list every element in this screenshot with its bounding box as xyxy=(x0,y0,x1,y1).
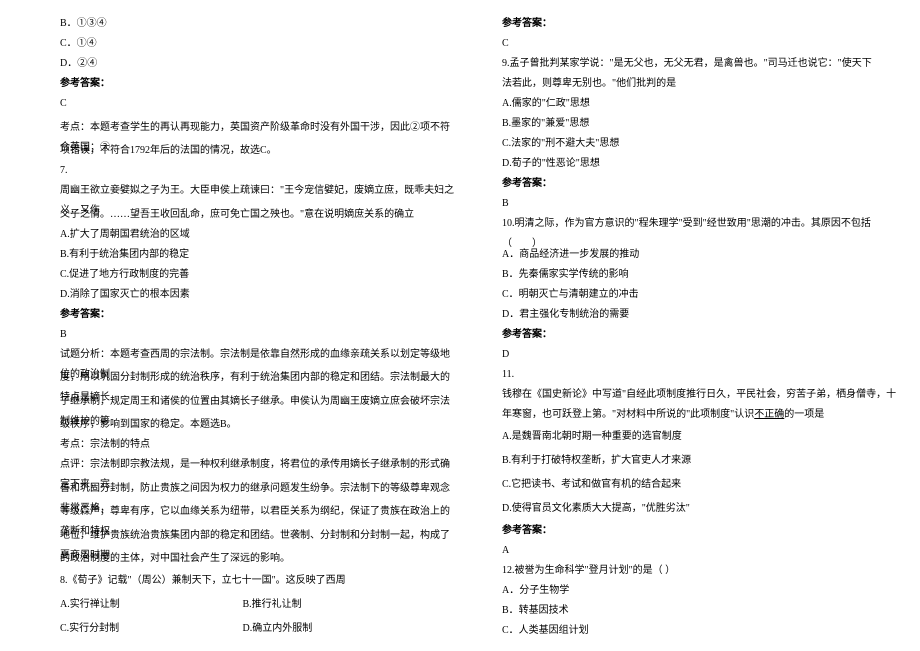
option-c: C.促进了地方行政制度的完善 xyxy=(60,265,456,285)
option-a: A.实行禅让制 xyxy=(60,593,240,617)
explanation-line: 度，用以巩固分封制形成的统治秩序，有利于统治集团内部的稳定和团结。宗法制最大的特… xyxy=(60,368,456,392)
question-number: 11. xyxy=(502,365,898,385)
left-column: B．①③④ C．①④ D．②④ 参考答案： C 考点：本题考查学生的再认再现能力… xyxy=(60,14,484,641)
option-b: B.有利于打破特权垄断，扩大官吏人才来源 xyxy=(502,449,898,473)
explanation-line: 善和巩固分封制，防止贵族之间因为权力的继承问题发生纷争。宗法制下的等级尊卑观念非… xyxy=(60,479,456,503)
question-text: 钱穆在《国史新论》中写道"自经此项制度推行日久，平民社会，穷苦子弟，栖身僧寺，十 xyxy=(502,385,898,405)
q11-part-c: 的一项是 xyxy=(784,409,824,420)
explanation-line: 等级森严，尊卑有序，它以血缘关系为纽带，以君臣关系为纲纪，保证了贵族在政治上的垄… xyxy=(60,502,456,526)
option-c: C.实行分封制 xyxy=(60,617,240,641)
option-d: D．②④ xyxy=(60,54,456,74)
q11-part-a: 年寒窗，也可跃登上第。"对材料中所说的"此项制度"认识 xyxy=(502,409,754,420)
question-number: 7. xyxy=(60,161,456,181)
option-a: A．分子生物学 xyxy=(502,581,898,601)
option-a: A．商品经济进一步发展的推动 xyxy=(502,245,898,265)
answer-label: 参考答案： xyxy=(60,305,456,325)
right-column: 参考答案： C 9.孟子曾批判某家学说："是无父也，无父无君，是禽兽也。"司马迁… xyxy=(484,14,898,641)
q11-underline: 不正确 xyxy=(754,409,784,420)
answer-value: D xyxy=(502,345,898,365)
option-d: D．君主强化专制统治的需要 xyxy=(502,305,898,325)
question-text: 周幽王欲立妾嬖姒之子为王。大臣申侯上疏谏曰："王今宠信嬖妃，废嫡立庶，既乖夫妇之… xyxy=(60,181,456,205)
explanation-line: 试题分析：本题考查西周的宗法制。宗法制是依靠自然形成的血缘亲疏关系以划定等级地位… xyxy=(60,345,456,369)
question-text: 法若此，则尊卑无别也。"他们批判的是 xyxy=(502,74,898,94)
explanation-line: 地位，维护贵族统治贵族集团内部的稳定和团结。世袭制、分封制和分封制一起，构成了夏… xyxy=(60,526,456,550)
option-b: B．先秦儒家实学传统的影响 xyxy=(502,265,898,285)
option-a: A.扩大了周朝国君统治的区域 xyxy=(60,225,456,245)
option-a: A.儒家的"仁政"思想 xyxy=(502,94,898,114)
option-b: B.墨家的"兼爱"思想 xyxy=(502,114,898,134)
option-c: C.它把读书、考试和做官有机的结合起来 xyxy=(502,473,898,497)
option-b: B.推行礼让制 xyxy=(243,599,302,610)
option-d: D.确立内外服制 xyxy=(243,623,313,634)
option-row: A.实行禅让制 B.推行礼让制 xyxy=(60,593,456,617)
answer-value: C xyxy=(502,34,898,54)
explanation-line: 考点：本题考查学生的再认再现能力，英国资产阶级革命时没有外国干涉，因此②项不符合… xyxy=(60,118,456,142)
answer-value: C xyxy=(60,94,456,114)
answer-label: 参考答案： xyxy=(502,174,898,194)
option-row: C.实行分封制 D.确立内外服制 xyxy=(60,617,456,641)
answer-value: B xyxy=(502,194,898,214)
answer-value: B xyxy=(60,325,456,345)
option-c: C.法家的"刑不避大夫"思想 xyxy=(502,134,898,154)
question-text: 年寒窗，也可跃登上第。"对材料中所说的"此项制度"认识不正确的一项是 xyxy=(502,405,898,425)
option-d: D.消除了国家灭亡的根本因素 xyxy=(60,285,456,305)
explanation-line: 项错误，不符合1792年后的法国的情况，故选C。 xyxy=(60,141,456,161)
answer-label: 参考答案： xyxy=(502,521,898,541)
option-b: B．①③④ xyxy=(60,14,456,34)
answer-label: 参考答案： xyxy=(502,14,898,34)
question-text: 父子之情。……望吾王收回乱命，庶可免亡国之殃也。"意在说明嫡庶关系的确立 xyxy=(60,205,456,225)
option-b: B．转基因技术 xyxy=(502,601,898,621)
explanation-line: 级秩序，影响到国家的稳定。本题选B。 xyxy=(60,415,456,435)
option-d: D.使得官员文化素质大大提高，"优胜劣汰" xyxy=(502,497,898,521)
topic-line: 考点：宗法制的特点 xyxy=(60,435,456,455)
option-a: A.是魏晋南北朝时期一种重要的选官制度 xyxy=(502,425,898,449)
exam-page: B．①③④ C．①④ D．②④ 参考答案： C 考点：本题考查学生的再认再现能力… xyxy=(0,0,920,651)
option-d: D.荀子的"性恶论"思想 xyxy=(502,154,898,174)
question-10-text: 10.明清之际，作为官方意识的"程朱理学"受到"经世致用"思潮的冲击。其原因不包… xyxy=(502,214,898,245)
question-9-text: 9.孟子曾批判某家学说："是无父也，无父无君，是禽兽也。"司马迁也说它："使天下 xyxy=(502,54,898,74)
explanation-line: 点评：宗法制即宗教法规，是一种权利继承制度，将君位的承传用嫡长子继承制的形式确定… xyxy=(60,455,456,479)
question-12-text: 12.被誉为生命科学"登月计划"的是（ ） xyxy=(502,561,898,581)
option-c: C．①④ xyxy=(60,34,456,54)
explanation-line: 的政治制度的主体，对中国社会产生了深远的影响。 xyxy=(60,549,456,569)
option-b: B.有利于统治集团内部的稳定 xyxy=(60,245,456,265)
answer-value: A xyxy=(502,541,898,561)
explanation-line: 子继承制，规定周王和诸侯的位置由其嫡长子继承。申侯认为周幽王废嫡立庶会破坏宗法制… xyxy=(60,392,456,416)
option-c: C．人类基因组计划 xyxy=(502,621,898,641)
question-8-stem: 8.《荀子》记载"（周公）兼制天下，立七十一国"。这反映了西周 xyxy=(60,569,456,593)
answer-label: 参考答案： xyxy=(502,325,898,345)
option-c: C．明朝灭亡与清朝建立的冲击 xyxy=(502,285,898,305)
answer-label: 参考答案： xyxy=(60,74,456,94)
